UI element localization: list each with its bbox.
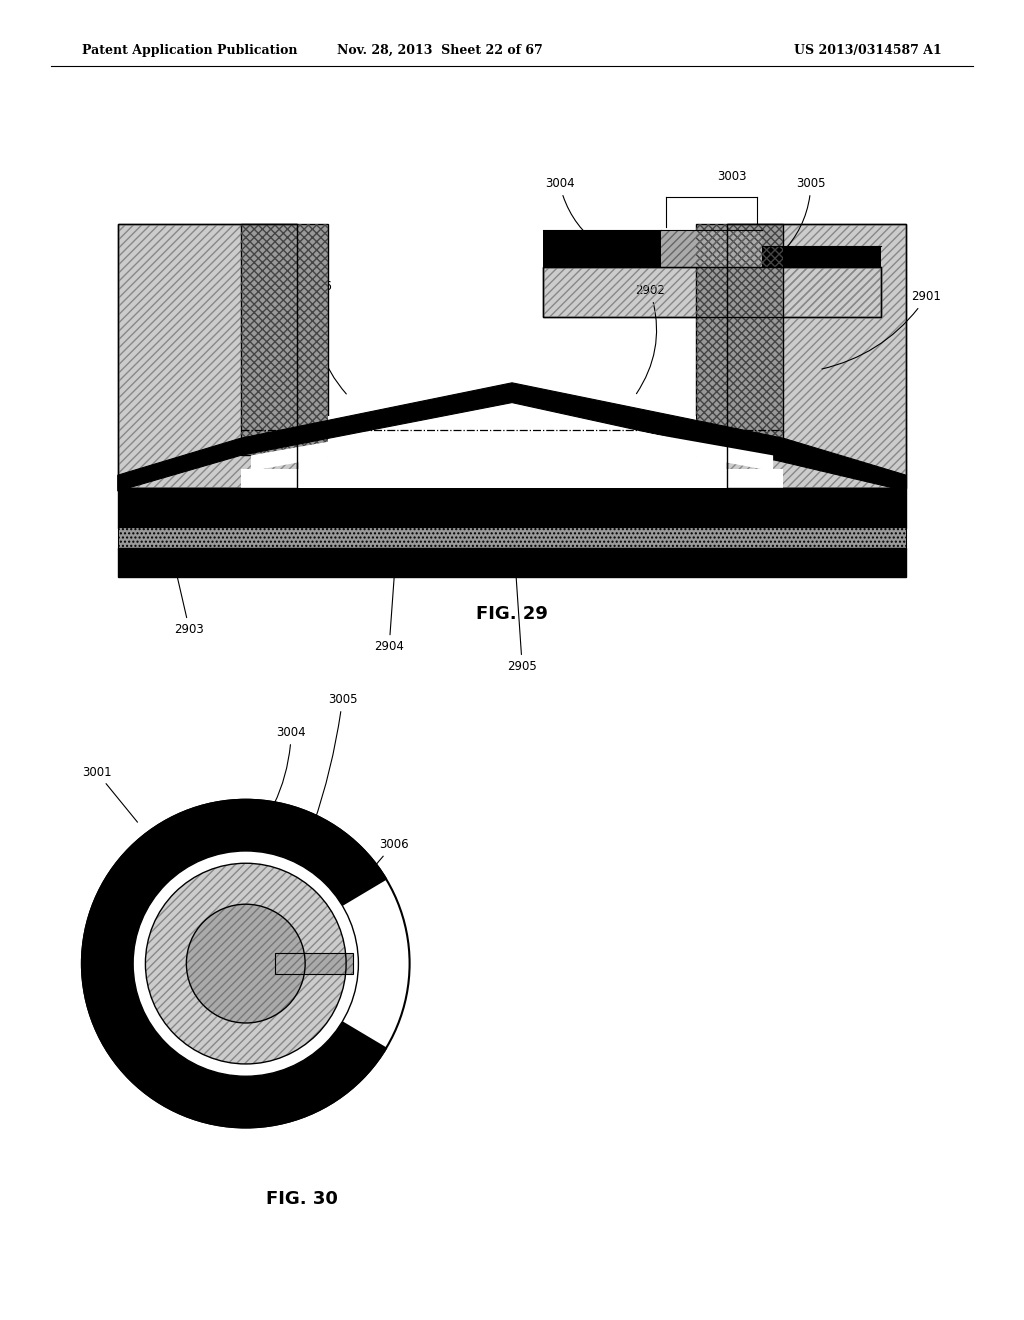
Text: Patent Application Publication: Patent Application Publication	[82, 44, 297, 57]
Text: 2902: 2902	[635, 284, 665, 393]
Bar	[118, 488, 906, 528]
Bar	[118, 548, 906, 577]
Bar	[543, 230, 662, 267]
Bar	[118, 527, 906, 550]
Text: 3004: 3004	[238, 726, 306, 855]
Text: 3001: 3001	[82, 766, 137, 822]
Bar	[662, 230, 762, 267]
Text: 2901: 2901	[822, 290, 941, 370]
Text: 3002: 3002	[714, 305, 744, 383]
Text: 3005: 3005	[781, 177, 825, 253]
Bar	[762, 247, 881, 267]
Bar	[118, 224, 297, 488]
Text: 2903: 2903	[160, 499, 205, 636]
Polygon shape	[251, 409, 773, 471]
Bar	[118, 224, 297, 488]
Bar	[543, 267, 881, 317]
Text: 2904: 2904	[374, 508, 404, 653]
Bar	[241, 224, 328, 455]
Bar	[727, 224, 906, 488]
Bar	[241, 224, 328, 455]
Bar	[727, 224, 906, 488]
Text: 2906: 2906	[302, 280, 346, 393]
Ellipse shape	[133, 851, 358, 1076]
Bar	[696, 224, 783, 455]
Text: FIG. 30: FIG. 30	[266, 1189, 338, 1208]
Text: 3004: 3004	[545, 177, 601, 247]
Bar	[662, 230, 762, 267]
Ellipse shape	[82, 800, 410, 1127]
Bar	[275, 953, 352, 974]
Text: Nov. 28, 2013  Sheet 22 of 67: Nov. 28, 2013 Sheet 22 of 67	[338, 44, 543, 57]
Text: 3005: 3005	[265, 693, 357, 932]
Bar	[118, 224, 297, 488]
Bar	[275, 953, 352, 974]
Ellipse shape	[145, 863, 346, 1064]
Bar	[241, 469, 783, 488]
Bar	[727, 224, 906, 488]
Bar	[696, 224, 783, 455]
Ellipse shape	[186, 904, 305, 1023]
Polygon shape	[118, 383, 906, 491]
Text: US 2013/0314587 A1: US 2013/0314587 A1	[795, 44, 942, 57]
Text: 3003: 3003	[718, 170, 746, 183]
Polygon shape	[246, 869, 430, 1059]
Bar	[543, 267, 881, 317]
Bar	[328, 416, 696, 488]
Text: FIG. 29: FIG. 29	[476, 605, 548, 623]
Bar	[118, 527, 906, 550]
Bar	[275, 953, 352, 974]
Bar	[543, 267, 881, 317]
Text: 2905: 2905	[507, 519, 538, 673]
Text: 3006: 3006	[323, 838, 409, 954]
